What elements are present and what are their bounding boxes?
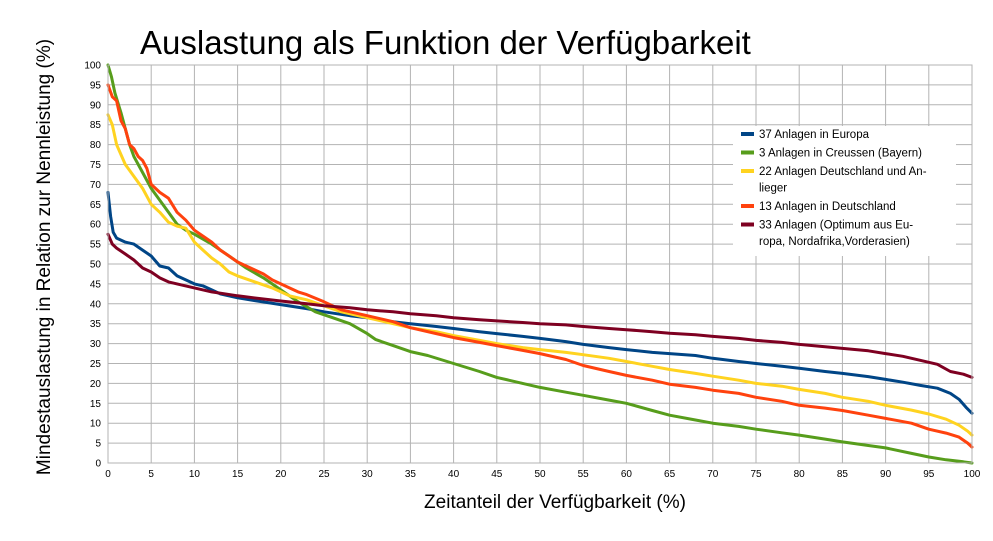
legend-label-5: 33 Anlagen (Optimum aus Eu-ropa, Nordafr… <box>759 220 913 249</box>
legend-box <box>733 126 956 256</box>
y-tick-label: 40 <box>90 299 102 310</box>
legend-label-2: 3 Anlagen in Creussen (Bayern) <box>759 148 922 160</box>
y-tick-label: 30 <box>90 339 102 350</box>
x-tick-label: 100 <box>964 469 981 480</box>
y-tick-label: 0 <box>95 459 101 470</box>
x-tick-label: 85 <box>837 469 849 480</box>
series-line-2 <box>106 63 974 465</box>
x-axis-title: Zeitanteil der Verfügbarkeit (%) <box>424 492 686 513</box>
y-tick-label: 25 <box>90 359 102 370</box>
y-tick-label: 50 <box>90 260 102 271</box>
x-tick-label: 70 <box>707 469 719 480</box>
legend-label-3: 22 Anlagen Deutschland und An-lieger <box>759 166 927 195</box>
series-line-1 <box>106 190 974 415</box>
y-tick-label: 65 <box>90 200 102 211</box>
y-tick-label: 75 <box>90 160 102 171</box>
y-tick-label: 90 <box>90 100 102 111</box>
y-tick-label: 10 <box>90 419 102 430</box>
series-lines <box>106 63 974 465</box>
y-tick-label: 100 <box>84 61 101 72</box>
x-tick-label: 60 <box>621 469 633 480</box>
x-tick-label: 90 <box>880 469 892 480</box>
x-tick-label: 75 <box>750 469 762 480</box>
y-axis-title: Mindestauslastung in Relation zur Nennle… <box>34 39 55 475</box>
x-tick-label: 30 <box>362 469 374 480</box>
legend-items: 37 Anlagen in Europa 3 Anlagen in Creusse… <box>741 129 927 248</box>
legend-label-4: 13 Anlagen in Deutschland <box>759 201 896 213</box>
legend: 37 Anlagen in Europa 3 Anlagen in Creusse… <box>733 126 956 256</box>
grid-lines <box>107 64 973 464</box>
x-tick-label: 50 <box>534 469 546 480</box>
y-tick-label: 15 <box>90 399 102 410</box>
y-tick-label: 35 <box>90 319 102 330</box>
series-line-5 <box>106 232 974 379</box>
x-tick-label: 35 <box>405 469 417 480</box>
y-tick-label: 60 <box>90 220 102 231</box>
y-tick-label: 70 <box>90 180 102 191</box>
y-tick-label: 20 <box>90 379 102 390</box>
y-tick-label: 80 <box>90 140 102 151</box>
x-tick-label: 45 <box>491 469 503 480</box>
y-tick-label: 45 <box>90 279 102 290</box>
y-tick-label: 95 <box>90 80 102 91</box>
x-tick-label: 0 <box>105 469 111 480</box>
x-tick-label: 20 <box>275 469 287 480</box>
x-tick-label: 10 <box>189 469 201 480</box>
y-tick-label: 5 <box>95 439 101 450</box>
plot-area: 0 5 10 15 20 25 30 35 40 45 50 55 60 65 70 75 80 85 90 95 10… <box>84 61 980 481</box>
x-tick-label: 40 <box>448 469 460 480</box>
x-tick-label: 15 <box>232 469 244 480</box>
legend-label-1: 37 Anlagen in Europa <box>759 129 870 141</box>
x-tick-label: 80 <box>794 469 806 480</box>
series-line-3 <box>106 113 974 437</box>
x-tick-label: 55 <box>578 469 590 480</box>
x-tick-label: 25 <box>318 469 330 480</box>
y-tick-label: 85 <box>90 120 102 131</box>
plot-border <box>107 64 973 464</box>
chart-title: Auslastung als Funktion der Verfügbarkei… <box>140 24 751 61</box>
x-tick-labels: 0 5 10 15 20 25 30 35 40 45 50 55 60 65 70 75 80 85 90 95 10… <box>105 469 981 480</box>
x-tick-label: 5 <box>148 469 154 480</box>
y-tick-label: 55 <box>90 240 102 251</box>
y-tick-labels: 0 5 10 15 20 25 30 35 40 45 50 55 60 65 70 75 80 85 90 95 10… <box>84 61 101 470</box>
x-tick-label: 95 <box>923 469 935 480</box>
x-tick-label: 65 <box>664 469 676 480</box>
series-line-4 <box>106 83 974 449</box>
